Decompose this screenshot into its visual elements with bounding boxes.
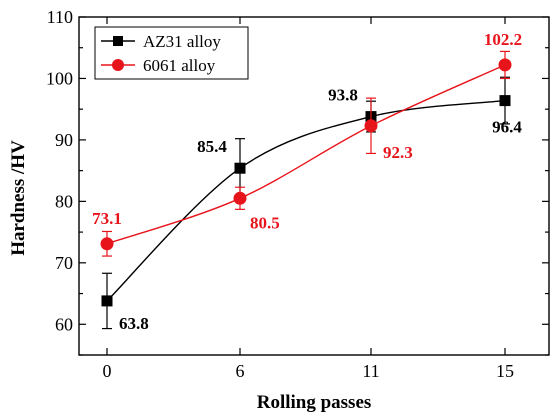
data-point-circle (233, 191, 247, 205)
y-tick-label: 110 (47, 7, 73, 27)
series-line-2 (106, 64, 506, 245)
series-line-1 (106, 99, 506, 302)
y-tick-label: 100 (46, 68, 73, 88)
data-point-circle (100, 237, 114, 251)
data-label: 102.2 (484, 30, 522, 49)
y-axis-title: Hardness /HV (8, 140, 29, 256)
x-tick-label: 6 (236, 361, 245, 381)
data-point-square (101, 295, 113, 307)
data-point-square (234, 162, 246, 174)
y-tick-label: 90 (55, 130, 73, 150)
data-label: 96.4 (492, 118, 522, 137)
x-axis-title: Rolling passes (257, 392, 372, 413)
legend-marker-square (113, 36, 123, 46)
plot-area: 60 70 80 90 100 110 0 6 11 15 63.8 85.4 93.8 96.4 73.1… (46, 7, 550, 381)
x-tick-label: 0 (103, 361, 112, 381)
plot-frame (78, 16, 550, 356)
legend-marker-circle (112, 59, 124, 71)
data-label: 93.8 (328, 86, 358, 105)
data-point-square (499, 95, 511, 107)
data-point-circle (364, 119, 378, 133)
y-tick-label: 70 (55, 253, 73, 273)
x-tick-label: 15 (496, 361, 514, 381)
y-tick-label: 80 (55, 191, 73, 211)
legend-label: 6061 alloy (143, 56, 216, 75)
legend-label: AZ31 alloy (143, 32, 221, 51)
data-point-circle (498, 58, 512, 72)
x-tick-label: 11 (362, 361, 379, 381)
data-label: 92.3 (383, 143, 413, 162)
data-label: 73.1 (92, 209, 122, 228)
y-tick-label: 60 (55, 314, 73, 334)
data-label: 80.5 (250, 213, 280, 232)
data-label: 63.8 (119, 314, 149, 333)
data-label: 85.4 (197, 137, 227, 156)
